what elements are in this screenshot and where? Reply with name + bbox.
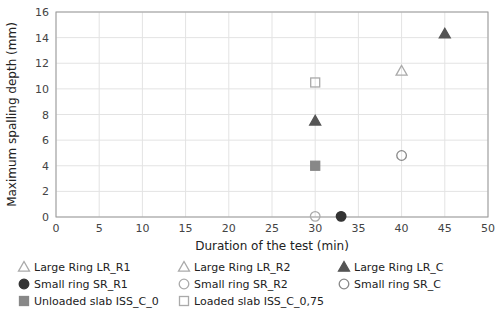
legend-symbol xyxy=(180,297,189,306)
y-tick-label: 14 xyxy=(35,32,49,45)
legend-symbol xyxy=(19,262,30,272)
y-grid-line xyxy=(56,140,488,141)
point xyxy=(310,212,320,222)
legend-label: Large Ring LR_R2 xyxy=(194,261,291,274)
legend-label: Loaded slab ISS_C_0,75 xyxy=(194,295,324,308)
legend-label: Large Ring LR_R1 xyxy=(34,261,131,274)
legend-symbol xyxy=(179,279,189,289)
point xyxy=(336,212,346,222)
y-tick-label: 16 xyxy=(35,6,49,19)
x-tick-label: 40 xyxy=(395,222,409,235)
legend-label: Small ring SR_C xyxy=(354,278,441,291)
legend-label: Unloaded slab ISS_C_0 xyxy=(34,295,159,308)
chart: 0 5 10 15 20 25 30 35 40 45 50 0 2 4 6 8 10 12 14 16 Duratio… xyxy=(0,0,500,316)
legend-symbol xyxy=(19,279,29,289)
x-axis-label: Duration of the test (min) xyxy=(195,239,349,253)
x-tick-label: 30 xyxy=(308,222,322,235)
point xyxy=(396,65,407,75)
legend-symbol xyxy=(339,279,349,289)
y-tick-label: 12 xyxy=(35,57,49,70)
point xyxy=(397,151,407,161)
x-tick-label: 45 xyxy=(438,222,452,235)
legend: Large Ring LR_R1 Large Ring LR_R2 Large Ri… xyxy=(19,261,444,308)
y-grid-line xyxy=(56,63,488,64)
point xyxy=(311,161,320,170)
y-tick-label: 6 xyxy=(42,134,49,147)
x-tick-label: 25 xyxy=(265,222,279,235)
grid xyxy=(56,12,488,217)
y-axis-label: Maximum spalling depth (mm) xyxy=(5,22,19,207)
y-grid-line xyxy=(56,165,488,166)
points xyxy=(310,28,451,221)
legend-label: Small ring SR_R2 xyxy=(194,278,288,291)
plot-frame xyxy=(56,12,488,217)
x-tick-label: 0 xyxy=(53,222,60,235)
y-grid-line xyxy=(56,114,488,115)
legend-label: Small ring SR_R1 xyxy=(34,278,128,291)
y-tick-label: 8 xyxy=(42,109,49,122)
legend-label: Large Ring LR_C xyxy=(354,261,444,274)
y-tick-label: 10 xyxy=(35,83,49,96)
legend-symbol xyxy=(339,262,350,272)
y-grid-line xyxy=(56,37,488,38)
plot-background xyxy=(56,12,488,217)
point xyxy=(310,115,321,125)
x-tick-label: 10 xyxy=(135,222,149,235)
point xyxy=(311,78,320,87)
x-tick-label: 5 xyxy=(96,222,103,235)
x-tick-label: 50 xyxy=(481,222,495,235)
y-tick-label: 0 xyxy=(42,211,49,224)
y-tick-label: 2 xyxy=(42,185,49,198)
x-tick-label: 15 xyxy=(179,222,193,235)
y-grid-line xyxy=(56,191,488,192)
y-grid-line xyxy=(56,88,488,89)
x-tick-label: 20 xyxy=(222,222,236,235)
legend-symbol xyxy=(20,297,29,306)
x-tick-label: 35 xyxy=(351,222,365,235)
y-tick-label: 4 xyxy=(42,160,49,173)
legend-symbol xyxy=(179,262,190,272)
point xyxy=(439,28,450,38)
